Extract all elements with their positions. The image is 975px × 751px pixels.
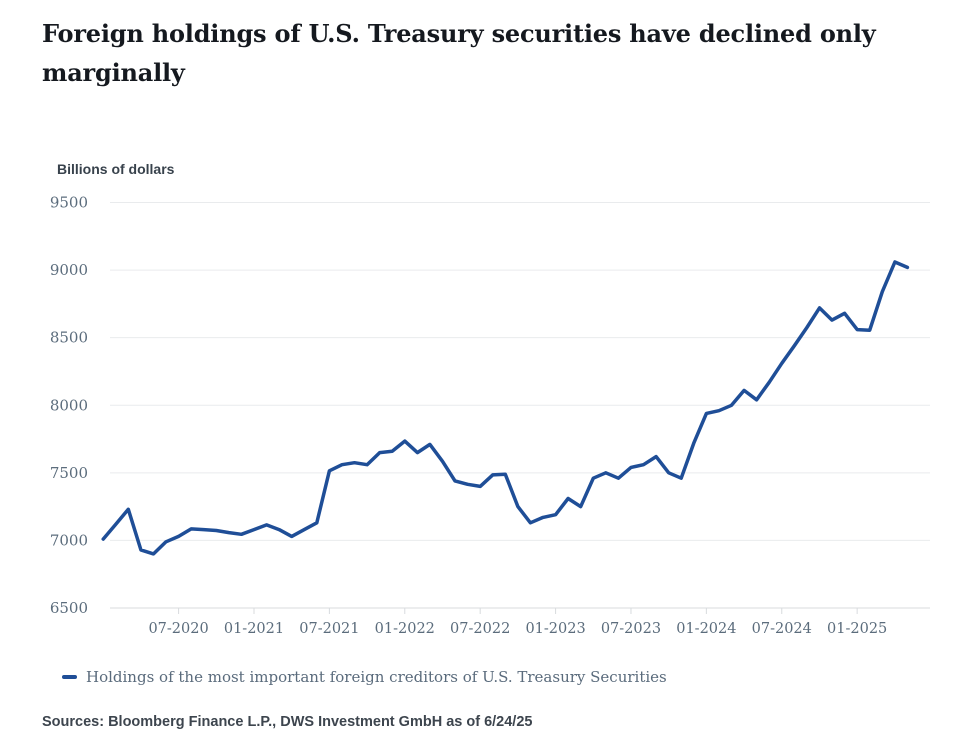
page-title: Foreign holdings of U.S. Treasury securi… [42, 19, 876, 87]
y-tick-label: 6500 [50, 599, 88, 617]
y-tick-label: 8000 [50, 396, 88, 414]
y-tick-label: 7000 [50, 531, 88, 549]
legend-line-swatch-icon [62, 675, 77, 679]
x-tick-label: 07-2022 [450, 621, 510, 637]
y-tick-label: 8500 [50, 329, 88, 347]
x-tick-label: 01-2024 [676, 621, 736, 637]
y-tick-label: 9000 [50, 261, 88, 279]
x-tick-label: 07-2021 [299, 621, 359, 637]
x-tick-label: 01-2022 [375, 621, 435, 637]
x-tick-label: 01-2025 [827, 621, 887, 637]
data-line-holdings [101, 260, 910, 556]
x-tick-label: 07-2024 [752, 621, 812, 637]
x-tick-label: 01-2023 [525, 621, 585, 637]
legend-label: Holdings of the most important foreign c… [86, 668, 667, 686]
y-axis-title: Billions of dollars [57, 161, 175, 177]
chart-canvas: 6500 7000 7500 8000 8500 9000 9500 07-2020 01-20… [50, 194, 930, 637]
y-tick-label: 7500 [50, 464, 88, 482]
x-tick-label: 01-2021 [224, 621, 284, 637]
legend: Holdings of the most important foreign c… [62, 668, 667, 686]
x-tick-label: 07-2023 [601, 621, 661, 637]
y-tick-label: 9500 [50, 194, 88, 212]
x-tick-label: 07-2020 [148, 621, 208, 637]
sources-note: Sources: Bloomberg Finance L.P., DWS Inv… [42, 714, 533, 730]
